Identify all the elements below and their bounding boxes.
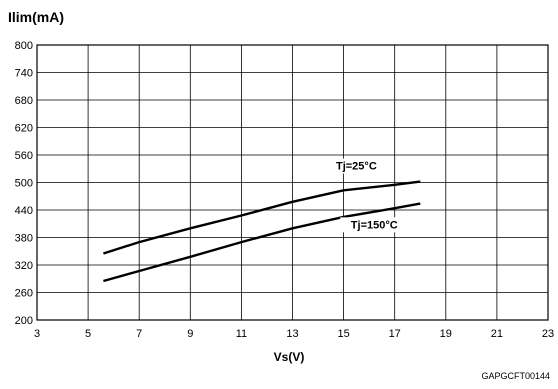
x-tick-label: 19 xyxy=(440,328,452,340)
x-axis-title: Vs(V) xyxy=(273,350,305,364)
series-line xyxy=(103,180,421,255)
x-tick-label: 21 xyxy=(491,328,503,340)
y-tick-label: 380 xyxy=(15,233,33,245)
series-label-bg xyxy=(322,158,391,174)
x-tick-label: 11 xyxy=(236,328,247,340)
x-tick-labels: 3 5 7 9 11 13 15 17 19 21 23 xyxy=(34,328,554,340)
series-label: Tj=150°C xyxy=(351,219,398,231)
y-tick-label: 500 xyxy=(15,178,33,190)
x-tick-label: 3 xyxy=(34,328,40,340)
x-tick-label: 15 xyxy=(337,328,349,340)
y-tick-label: 800 xyxy=(15,40,33,52)
series-line xyxy=(103,202,421,283)
x-tick-label: 9 xyxy=(187,328,193,340)
y-tick-label: 560 xyxy=(15,150,33,162)
y-tick-label: 260 xyxy=(15,288,33,300)
y-tick-label: 320 xyxy=(15,260,33,272)
y-tick-labels: 800 740 680 620 560 500 440 380 320 260 200 xyxy=(15,40,33,327)
x-tick-label: 7 xyxy=(136,328,142,340)
y-tick-label: 740 xyxy=(15,68,33,80)
series-labels: Tj=25°C Tj=150°C xyxy=(322,158,409,233)
x-tick-label: 13 xyxy=(286,328,298,340)
y-tick-label: 200 xyxy=(15,315,33,327)
y-axis-title: Ilim(mA) xyxy=(8,9,64,25)
x-tick-label: 23 xyxy=(542,328,554,340)
plot-frame xyxy=(36,44,549,321)
figure-code: GAPGCFT00144 xyxy=(481,371,550,381)
x-tick-label: 5 xyxy=(85,328,91,340)
series-lines xyxy=(103,180,421,283)
y-tick-label: 440 xyxy=(15,205,33,217)
y-tick-label: 680 xyxy=(15,95,33,107)
series-label-bg xyxy=(340,217,409,233)
series-label: Tj=25°C xyxy=(336,161,377,173)
grid xyxy=(36,44,549,321)
x-tick-label: 17 xyxy=(389,328,401,340)
y-tick-label: 620 xyxy=(15,123,33,135)
